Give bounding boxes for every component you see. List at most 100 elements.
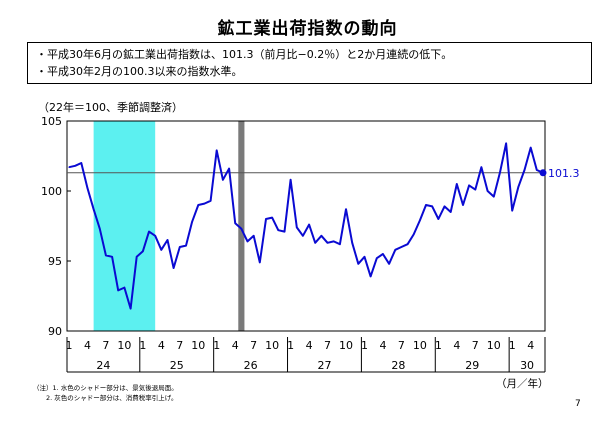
shade-band-1 bbox=[93, 121, 156, 331]
x-tick-label: 4 bbox=[84, 339, 91, 352]
data-point bbox=[142, 250, 144, 252]
data-point bbox=[413, 233, 415, 235]
x-tick-label: 1 bbox=[66, 339, 73, 352]
x-tick-label: 1 bbox=[509, 339, 516, 352]
data-point bbox=[203, 203, 206, 205]
data-point bbox=[209, 200, 212, 202]
data-point bbox=[265, 218, 267, 220]
data-point bbox=[185, 245, 187, 247]
year-label: 30 bbox=[520, 359, 534, 372]
data-point bbox=[394, 249, 396, 251]
data-point bbox=[431, 205, 433, 207]
x-axis-unit: （月／年） bbox=[496, 378, 549, 390]
data-point bbox=[345, 208, 347, 210]
x-tick-label: 7 bbox=[398, 339, 405, 352]
footnote-1: （注）1. 水色のシャドー部分は、景気後退局面。 bbox=[33, 384, 178, 392]
data-point bbox=[505, 142, 507, 144]
year-label: 28 bbox=[391, 359, 405, 372]
y-tick-label: 90 bbox=[48, 325, 62, 338]
data-point bbox=[456, 183, 458, 185]
data-point bbox=[179, 246, 181, 248]
data-point bbox=[302, 235, 304, 237]
last-value-label: 101.3 bbox=[548, 167, 580, 180]
data-point bbox=[240, 228, 242, 230]
data-point bbox=[86, 187, 89, 189]
footnote-2: 2. 灰色のシャドー部分は、消費税率引上げ。 bbox=[46, 394, 178, 402]
x-tick-label: 7 bbox=[250, 339, 257, 352]
data-point bbox=[351, 242, 353, 244]
data-point bbox=[191, 221, 193, 223]
data-point bbox=[530, 147, 532, 149]
data-point bbox=[437, 218, 439, 220]
data-point bbox=[123, 287, 126, 289]
data-point bbox=[339, 243, 341, 245]
data-point bbox=[296, 226, 298, 228]
x-tick-label: 7 bbox=[102, 339, 109, 352]
page-title: 鉱工業出荷指数の動向 bbox=[217, 19, 398, 39]
data-point bbox=[259, 261, 261, 263]
data-point bbox=[80, 162, 82, 164]
year-label: 27 bbox=[317, 359, 331, 372]
data-point bbox=[419, 219, 421, 221]
data-point bbox=[271, 217, 273, 219]
data-point bbox=[290, 179, 292, 181]
data-point bbox=[117, 289, 119, 291]
x-tick-label: 7 bbox=[324, 339, 331, 352]
data-point bbox=[68, 166, 70, 168]
x-tick-label: 4 bbox=[453, 339, 460, 352]
data-point bbox=[406, 243, 409, 245]
data-point bbox=[216, 149, 218, 151]
data-point bbox=[363, 256, 366, 258]
data-point bbox=[468, 184, 470, 186]
data-point bbox=[283, 231, 286, 233]
series-line bbox=[68, 142, 544, 310]
y-tick-label: 105 bbox=[41, 115, 62, 128]
data-point bbox=[277, 229, 279, 231]
data-point bbox=[480, 166, 483, 168]
x-tick-label: 1 bbox=[435, 339, 442, 352]
summary-line-2: ・平成30年2月の100.3以来の指数水準。 bbox=[36, 65, 243, 78]
data-point bbox=[253, 235, 255, 237]
data-point bbox=[499, 172, 501, 174]
data-point bbox=[197, 204, 199, 206]
data-point bbox=[333, 240, 335, 242]
data-point bbox=[136, 256, 138, 258]
data-point bbox=[246, 240, 249, 242]
data-point bbox=[228, 168, 230, 170]
data-point bbox=[234, 222, 236, 224]
data-point bbox=[511, 210, 513, 212]
y-tick-label: 100 bbox=[41, 185, 62, 198]
data-point bbox=[486, 190, 489, 192]
x-tick-label: 10 bbox=[117, 339, 131, 352]
x-tick-label: 4 bbox=[527, 339, 534, 352]
data-point bbox=[99, 228, 101, 230]
x-tick-label: 7 bbox=[176, 339, 183, 352]
data-point bbox=[357, 263, 359, 265]
data-point bbox=[160, 249, 162, 251]
x-tick-label: 7 bbox=[472, 339, 479, 352]
shade-band-2 bbox=[238, 121, 245, 331]
x-tick-label: 10 bbox=[191, 339, 205, 352]
x-tick-label: 4 bbox=[158, 339, 165, 352]
data-point bbox=[173, 267, 175, 269]
x-tick-label: 4 bbox=[379, 339, 386, 352]
y-tick-label: 95 bbox=[48, 255, 62, 268]
data-point bbox=[326, 242, 329, 244]
data-point bbox=[382, 253, 384, 255]
footnotes: （注）1. 水色のシャドー部分は、景気後退局面。 2. 灰色のシャドー部分は、消… bbox=[33, 383, 178, 403]
data-point bbox=[474, 189, 476, 191]
x-tick-label: 1 bbox=[287, 339, 294, 352]
data-point bbox=[517, 186, 519, 188]
data-point bbox=[308, 224, 310, 226]
page-number: 7 bbox=[575, 399, 581, 409]
data-point bbox=[148, 231, 150, 233]
x-tick-label: 10 bbox=[413, 339, 427, 352]
x-tick-label: 4 bbox=[306, 339, 313, 352]
data-point bbox=[93, 208, 95, 210]
data-point bbox=[166, 239, 169, 241]
last-point-marker bbox=[539, 169, 547, 177]
x-tick-label: 10 bbox=[265, 339, 279, 352]
year-label: 29 bbox=[465, 359, 479, 372]
data-point bbox=[222, 179, 224, 181]
